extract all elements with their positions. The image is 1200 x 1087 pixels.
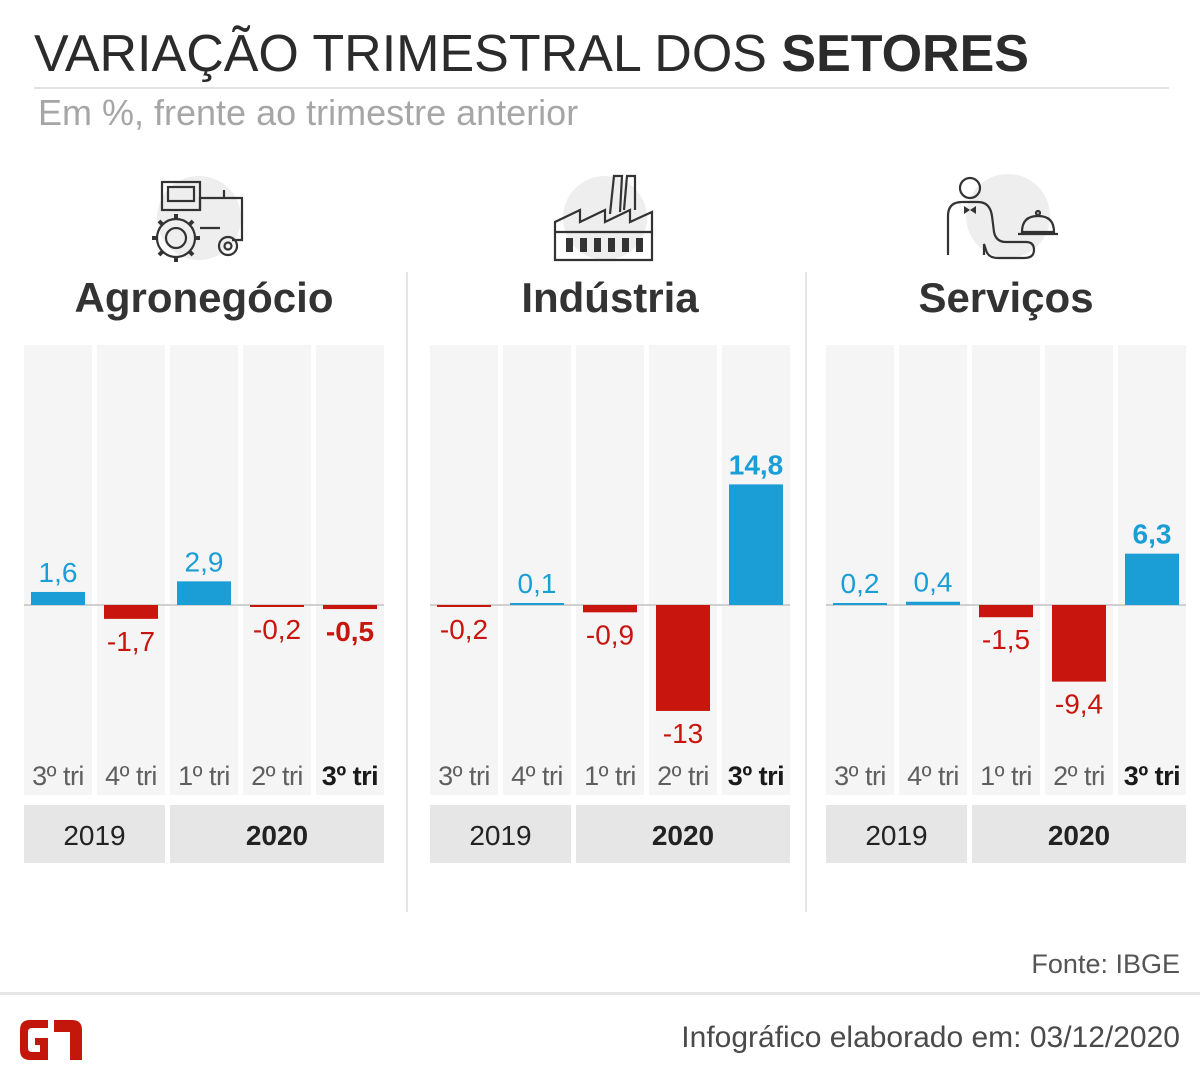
sector-name: Indústria: [521, 274, 699, 321]
panel-divider: [805, 272, 807, 912]
column-background: [826, 345, 894, 795]
bar-value-label: 2,9: [185, 546, 224, 577]
bar-value-label: -0,5: [326, 616, 374, 647]
column-background: [170, 345, 238, 795]
chart-svg: -0,2 3º tri 0,1 4º tri -0,9 1º tri -13 2º tri 14…: [430, 345, 790, 863]
panel-servicos: Serviços 0,2 3º tri 0,4 4º tri -1,5 1º tri -9,…: [826, 170, 1200, 870]
year-group-background: [24, 805, 165, 863]
column-background: [1045, 345, 1113, 795]
category-tick-label: 3º tri: [322, 761, 378, 791]
column-background: [649, 345, 717, 795]
bar-value-label: -0,2: [440, 614, 488, 645]
title-rule: [34, 87, 1169, 89]
category-tick-label: 3º tri: [728, 761, 784, 791]
year-group-background: [826, 805, 967, 863]
title-regular: VARIAÇÃO TRIMESTRAL DOS: [34, 25, 767, 83]
panel-industria: Indústria -0,2 3º tri 0,1 4º tri -0,9 1º tri -…: [430, 170, 820, 870]
panel-agronegocio: Agronegócio 1,6 3º tri -1,7 4º tri 2,9 1º tri…: [24, 170, 414, 870]
column-background: [97, 345, 165, 795]
bar-value-label: -0,9: [586, 619, 634, 650]
year-group-label: 2020: [246, 820, 308, 851]
column-background: [972, 345, 1040, 795]
waiter-icon: [926, 170, 1076, 270]
bar: [104, 605, 158, 619]
category-tick-label: 2º tri: [657, 761, 709, 791]
bar: [656, 605, 710, 711]
column-background: [243, 345, 311, 795]
column-background: [430, 345, 498, 795]
category-tick-label: 1º tri: [980, 761, 1032, 791]
g1-logo: [18, 1018, 90, 1062]
bar-value-label: -9,4: [1055, 689, 1103, 720]
year-group-background: [170, 805, 384, 863]
bar: [323, 605, 377, 610]
year-group-label: 2020: [1048, 820, 1110, 851]
chart-svg: 1,6 3º tri -1,7 4º tri 2,9 1º tri -0,2 2º tri -0…: [24, 345, 384, 863]
category-tick-label: 4º tri: [105, 761, 157, 791]
column-background: [899, 345, 967, 795]
bar: [979, 605, 1033, 618]
bar: [177, 581, 231, 605]
column-background: [503, 345, 571, 795]
bar: [1125, 553, 1179, 605]
category-tick-label: 3º tri: [438, 761, 490, 791]
sector-name: Agronegócio: [74, 274, 334, 321]
year-group-label: 2020: [652, 820, 714, 851]
bar-value-label: 0,4: [914, 567, 953, 598]
year-group-background: [430, 805, 571, 863]
column-background: [24, 345, 92, 795]
category-tick-label: 1º tri: [178, 761, 230, 791]
bar-value-label: 6,3: [1133, 519, 1172, 550]
column-background: [576, 345, 644, 795]
sector-chart: 0,2 3º tri 0,4 4º tri -1,5 1º tri -9,4 2º tri 6,…: [826, 345, 1196, 865]
title-bold: SETORES: [781, 25, 1029, 83]
bar: [510, 603, 564, 605]
panel-divider: [406, 272, 408, 912]
category-tick-label: 1º tri: [584, 761, 636, 791]
year-group-label: 2019: [865, 820, 927, 851]
category-tick-label: 4º tri: [511, 761, 563, 791]
source-note: Fonte: IBGE: [1031, 949, 1180, 979]
bar: [250, 605, 304, 607]
bar: [906, 601, 960, 605]
bar: [31, 591, 85, 605]
category-tick-label: 2º tri: [251, 761, 303, 791]
page-title: VARIAÇÃO TRIMESTRAL DOS SETORES: [34, 14, 1029, 94]
bar-value-label: 14,8: [729, 449, 784, 480]
year-group-background: [972, 805, 1186, 863]
category-tick-label: 4º tri: [907, 761, 959, 791]
bar: [437, 605, 491, 607]
bar-value-label: 0,1: [518, 568, 557, 599]
bar: [583, 605, 637, 613]
year-group-label: 2019: [469, 820, 531, 851]
factory-icon: [530, 170, 680, 270]
credit-note: Infográfico elaborado em: 03/12/2020: [681, 1021, 1180, 1054]
category-tick-label: 3º tri: [1124, 761, 1180, 791]
sector-chart: -0,2 3º tri 0,1 4º tri -0,9 1º tri -13 2º tri 14…: [430, 345, 800, 865]
bar-value-label: -1,7: [107, 626, 155, 657]
bar-value-label: 0,2: [841, 568, 880, 599]
year-group-label: 2019: [63, 820, 125, 851]
category-tick-label: 3º tri: [32, 761, 84, 791]
bar-value-label: -0,2: [253, 614, 301, 645]
footer-rule: [0, 992, 1200, 995]
bar-value-label: 1,6: [39, 557, 78, 588]
category-tick-label: 2º tri: [1053, 761, 1105, 791]
bar: [1052, 605, 1106, 682]
bar: [729, 484, 783, 605]
page-subtitle: Em %, frente ao trimestre anterior: [38, 92, 579, 133]
tractor-icon: [124, 170, 274, 270]
column-background: [316, 345, 384, 795]
category-tick-label: 3º tri: [834, 761, 886, 791]
bar-value-label: -13: [663, 718, 703, 749]
sector-name: Serviços: [918, 274, 1094, 321]
chart-svg: 0,2 3º tri 0,4 4º tri -1,5 1º tri -9,4 2º tri 6,…: [826, 345, 1186, 863]
bar-value-label: -1,5: [982, 624, 1030, 655]
sector-chart: 1,6 3º tri -1,7 4º tri 2,9 1º tri -0,2 2º tri -0…: [24, 345, 394, 865]
year-group-background: [576, 805, 790, 863]
bar: [833, 603, 887, 605]
